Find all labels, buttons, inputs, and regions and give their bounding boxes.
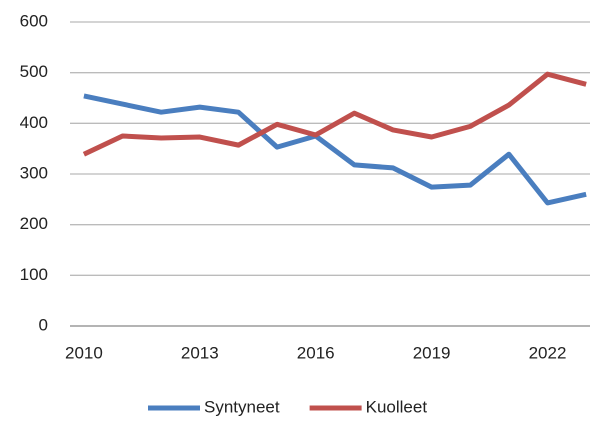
y-tick-label: 400 [20,113,48,132]
x-tick-label: 2022 [529,343,567,362]
series-line [83,93,587,206]
legend-label: Kuolleet [366,397,428,416]
y-tick-label: 100 [20,265,48,284]
x-tick-label: 2013 [181,343,219,362]
y-tick-label: 500 [20,62,48,81]
legend-label: Syntyneet [204,397,280,416]
y-tick-label: 600 [20,11,48,30]
y-tick-label: 200 [20,214,48,233]
x-tick-label: 2010 [65,343,103,362]
y-tick-label: 300 [20,163,48,182]
x-tick-label: 2016 [297,343,335,362]
y-tick-label: 0 [39,315,48,334]
series-line [82,71,587,157]
x-tick-label: 2019 [413,343,451,362]
